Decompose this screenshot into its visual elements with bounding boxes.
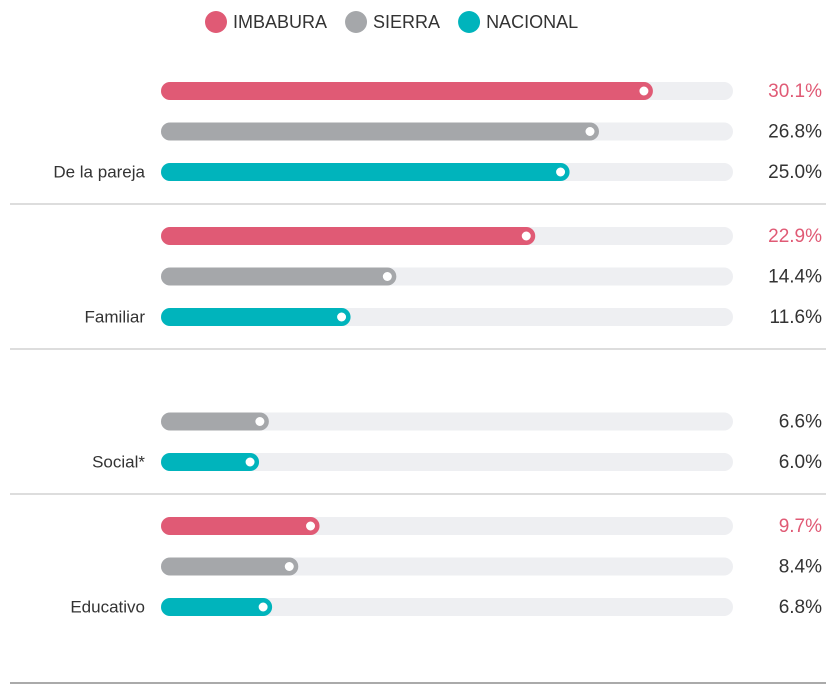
- category-label: Social*: [92, 452, 145, 471]
- bar: [161, 82, 653, 100]
- bar-end-dot: [638, 85, 650, 97]
- value-label: 25.0%: [768, 162, 822, 183]
- value-label: 6.6%: [779, 412, 822, 433]
- bar-end-dot: [244, 456, 256, 468]
- value-label: 26.8%: [768, 122, 822, 143]
- bar: [161, 598, 273, 616]
- bar: [161, 122, 599, 141]
- bar-end-dot: [381, 271, 393, 282]
- legend-marker: [345, 11, 368, 33]
- bar: [161, 308, 351, 326]
- bar-end-dot: [257, 601, 269, 613]
- category-label: De la pareja: [53, 162, 145, 181]
- category-label: Educativo: [70, 597, 145, 616]
- bar: [161, 517, 320, 535]
- bar-end-dot: [584, 126, 596, 137]
- legend-marker: [458, 11, 481, 33]
- bar-end-dot: [520, 230, 532, 242]
- bar: [161, 267, 397, 286]
- bar: [161, 412, 269, 431]
- bar-track: [161, 598, 733, 616]
- bar-track: [161, 412, 733, 431]
- value-label: 14.4%: [768, 267, 822, 288]
- bar-end-dot: [254, 416, 266, 427]
- value-label: 11.6%: [770, 307, 823, 328]
- legend-label: SIERRA: [373, 12, 440, 32]
- legend-label: IMBABURA: [233, 12, 327, 32]
- value-label: 22.9%: [768, 226, 822, 247]
- bar: [161, 557, 299, 576]
- bar-end-dot: [336, 311, 348, 323]
- value-label: 8.4%: [779, 557, 822, 578]
- category-label: Familiar: [85, 307, 146, 326]
- bar-end-dot: [555, 166, 567, 178]
- bar: [161, 227, 536, 245]
- value-label: 6.0%: [779, 452, 822, 473]
- bar-end-dot: [305, 520, 317, 532]
- bar-track: [161, 557, 733, 576]
- value-label: 6.8%: [779, 597, 822, 618]
- bar-track: [161, 453, 733, 471]
- bar: [161, 163, 570, 181]
- value-label: 30.1%: [768, 81, 822, 102]
- bar-end-dot: [283, 561, 295, 572]
- bar: [161, 453, 260, 471]
- value-label: 9.7%: [779, 516, 822, 537]
- legend-marker: [205, 11, 227, 33]
- legend-label: NACIONAL: [486, 12, 578, 32]
